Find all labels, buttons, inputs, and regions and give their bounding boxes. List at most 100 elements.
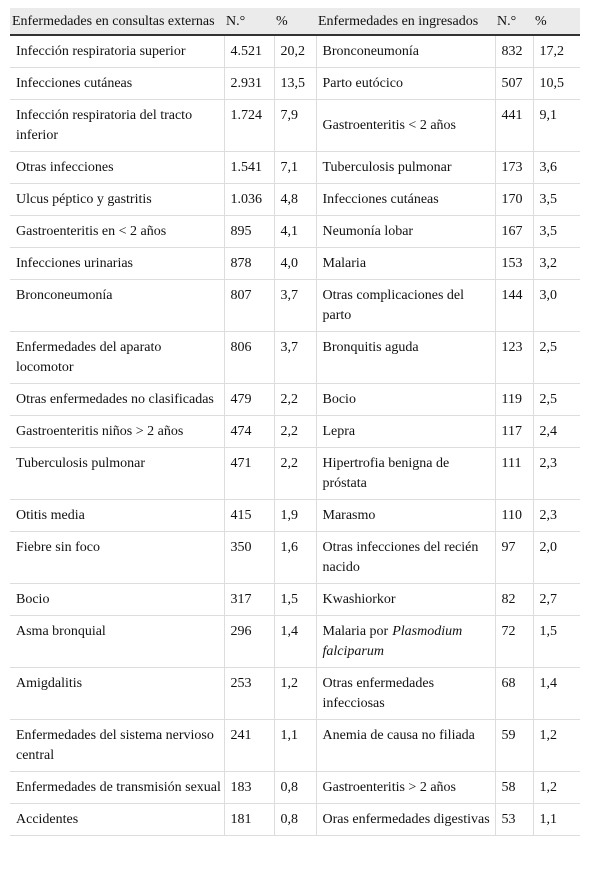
- table-cell: Infecciones cutáneas: [316, 183, 496, 216]
- table-cell: 117: [495, 415, 534, 448]
- table-cell: Kwashiorkor: [316, 583, 496, 616]
- table-cell: 111: [495, 447, 534, 500]
- table-cell: 4.521: [224, 35, 275, 68]
- table-cell: 3,5: [533, 183, 580, 216]
- table-row: Accidentes 181 0,8 Oras enfermedades digest…: [10, 803, 580, 836]
- table-cell: 1,4: [274, 615, 317, 668]
- table-cell: 507: [495, 67, 534, 100]
- table-cell: 3,0: [533, 279, 580, 332]
- table-cell: 1.724: [224, 99, 275, 152]
- table-cell: Otras enfermedades infecciosas: [316, 667, 496, 720]
- table-cell: Enfermedades del aparato locomotor: [10, 331, 225, 384]
- table-row: Infección respiratoria superior 4.521 20,2…: [10, 35, 580, 68]
- table-cell: Otras infecciones del recién nacido: [316, 531, 496, 584]
- table-cell: 878: [224, 247, 275, 280]
- table-cell: 13,5: [274, 67, 317, 100]
- table-cell: 832: [495, 35, 534, 68]
- table-row: Asma bronquial 296 1,4 Malaria por Plasmodiu…: [10, 615, 580, 668]
- table-cell: 59: [495, 719, 534, 772]
- table-cell: 72: [495, 615, 534, 668]
- table-row: Fiebre sin foco 350 1,6 Otras infecciones d…: [10, 531, 580, 584]
- table-cell: Tuberculosis pulmonar: [316, 151, 496, 184]
- table-cell: Infección respiratoria superior: [10, 35, 225, 68]
- table-cell: Tuberculosis pulmonar: [10, 447, 225, 500]
- table-cell: 2,2: [274, 447, 317, 500]
- table-cell: 2,2: [274, 415, 317, 448]
- table-cell: 2,2: [274, 383, 317, 416]
- table-cell: Infección respiratoria del tracto inferi…: [10, 99, 225, 152]
- table-cell: 806: [224, 331, 275, 384]
- table-cell: 0,8: [274, 803, 317, 836]
- table-cell: Anemia de causa no filiada: [316, 719, 496, 772]
- table-cell: 253: [224, 667, 275, 720]
- table-row: Gastroenteritis niños > 2 años 474 2,2 Lepr…: [10, 415, 580, 448]
- table-cell: 3,6: [533, 151, 580, 184]
- table-cell: Neumonía lobar: [316, 215, 496, 248]
- table-cell: 1.541: [224, 151, 275, 184]
- header-cell: %: [533, 8, 580, 36]
- table-cell: Enfermedades de transmisión sexual: [10, 771, 225, 804]
- table-row: Amigdalitis 253 1,2 Otras enfermedades infe…: [10, 667, 580, 720]
- table-cell: Oras enfermedades digestivas: [316, 803, 496, 836]
- table-cell: Amigdalitis: [10, 667, 225, 720]
- table-cell: Infecciones urinarias: [10, 247, 225, 280]
- table-cell: 1.036: [224, 183, 275, 216]
- table-cell: 3,7: [274, 279, 317, 332]
- table-cell: 296: [224, 615, 275, 668]
- table-cell: 97: [495, 531, 534, 584]
- table-cell: Enfermedades del sistema nervioso centra…: [10, 719, 225, 772]
- table-cell: 350: [224, 531, 275, 584]
- cell-text: Malaria por: [322, 624, 389, 639]
- table-cell: 1,5: [533, 615, 580, 668]
- table-cell: 167: [495, 215, 534, 248]
- table-cell: 1,1: [533, 803, 580, 836]
- table-cell: Otras enfermedades no clasificadas: [10, 383, 225, 416]
- table-row: Otras infecciones 1.541 7,1 Tuberculosis pu…: [10, 151, 580, 184]
- table-cell: 317: [224, 583, 275, 616]
- table-cell: 1,9: [274, 499, 317, 532]
- table-cell: 1,4: [533, 667, 580, 720]
- header-cell: Enfermedades en consultas externas: [10, 8, 224, 36]
- table-cell: Bronquitis aguda: [316, 331, 496, 384]
- table-cell: 10,5: [533, 67, 580, 100]
- table-cell: 7,1: [274, 151, 317, 184]
- table-cell: 1,6: [274, 531, 317, 584]
- table-cell: Ulcus péptico y gastritis: [10, 183, 225, 216]
- table-cell: 479: [224, 383, 275, 416]
- table-cell: Gastroenteritis < 2 años: [316, 99, 496, 152]
- table-cell: 241: [224, 719, 275, 772]
- table-row: Tuberculosis pulmonar 471 2,2 Hipertrofia b…: [10, 447, 580, 500]
- table-cell: 181: [224, 803, 275, 836]
- header-cell: N.°: [224, 8, 274, 36]
- table-cell: 2,7: [533, 583, 580, 616]
- table-cell: Hipertrofia benigna de próstata: [316, 447, 496, 500]
- table-cell: 170: [495, 183, 534, 216]
- table-cell: 3,5: [533, 215, 580, 248]
- table-cell: 183: [224, 771, 275, 804]
- table-row: Otitis media 415 1,9 Marasmo 110 2,3: [10, 499, 580, 532]
- table-cell: Lepra: [316, 415, 496, 448]
- table-cell: Gastroenteritis > 2 años: [316, 771, 496, 804]
- table-cell: 441: [495, 99, 534, 152]
- table-cell: 2,5: [533, 383, 580, 416]
- table-cell: 119: [495, 383, 534, 416]
- table-row: Enfermedades del aparato locomotor 806 3,7…: [10, 331, 580, 384]
- table-row: Infecciones urinarias 878 4,0 Malaria 153 3,2: [10, 247, 580, 280]
- table-cell: 144: [495, 279, 534, 332]
- cell-text-italic: Plasmodium falciparum: [322, 624, 463, 659]
- data-table: Enfermedades en consultas externas N.°% En…: [10, 8, 580, 836]
- table-cell: 9,1: [533, 99, 580, 152]
- table-cell: Gastroenteritis niños > 2 años: [10, 415, 225, 448]
- table-cell: Asma bronquial: [10, 615, 225, 668]
- table-cell: Malaria: [316, 247, 496, 280]
- table-cell: 1,5: [274, 583, 317, 616]
- table-cell: 2,3: [533, 447, 580, 500]
- table-cell: 2,0: [533, 531, 580, 584]
- table-cell: 1,1: [274, 719, 317, 772]
- table-row: Otras enfermedades no clasificadas 479 2,2…: [10, 383, 580, 416]
- table-body: Infección respiratoria superior 4.521 20,2…: [10, 35, 580, 836]
- table-cell: 68: [495, 667, 534, 720]
- table-cell: 82: [495, 583, 534, 616]
- table-cell: 173: [495, 151, 534, 184]
